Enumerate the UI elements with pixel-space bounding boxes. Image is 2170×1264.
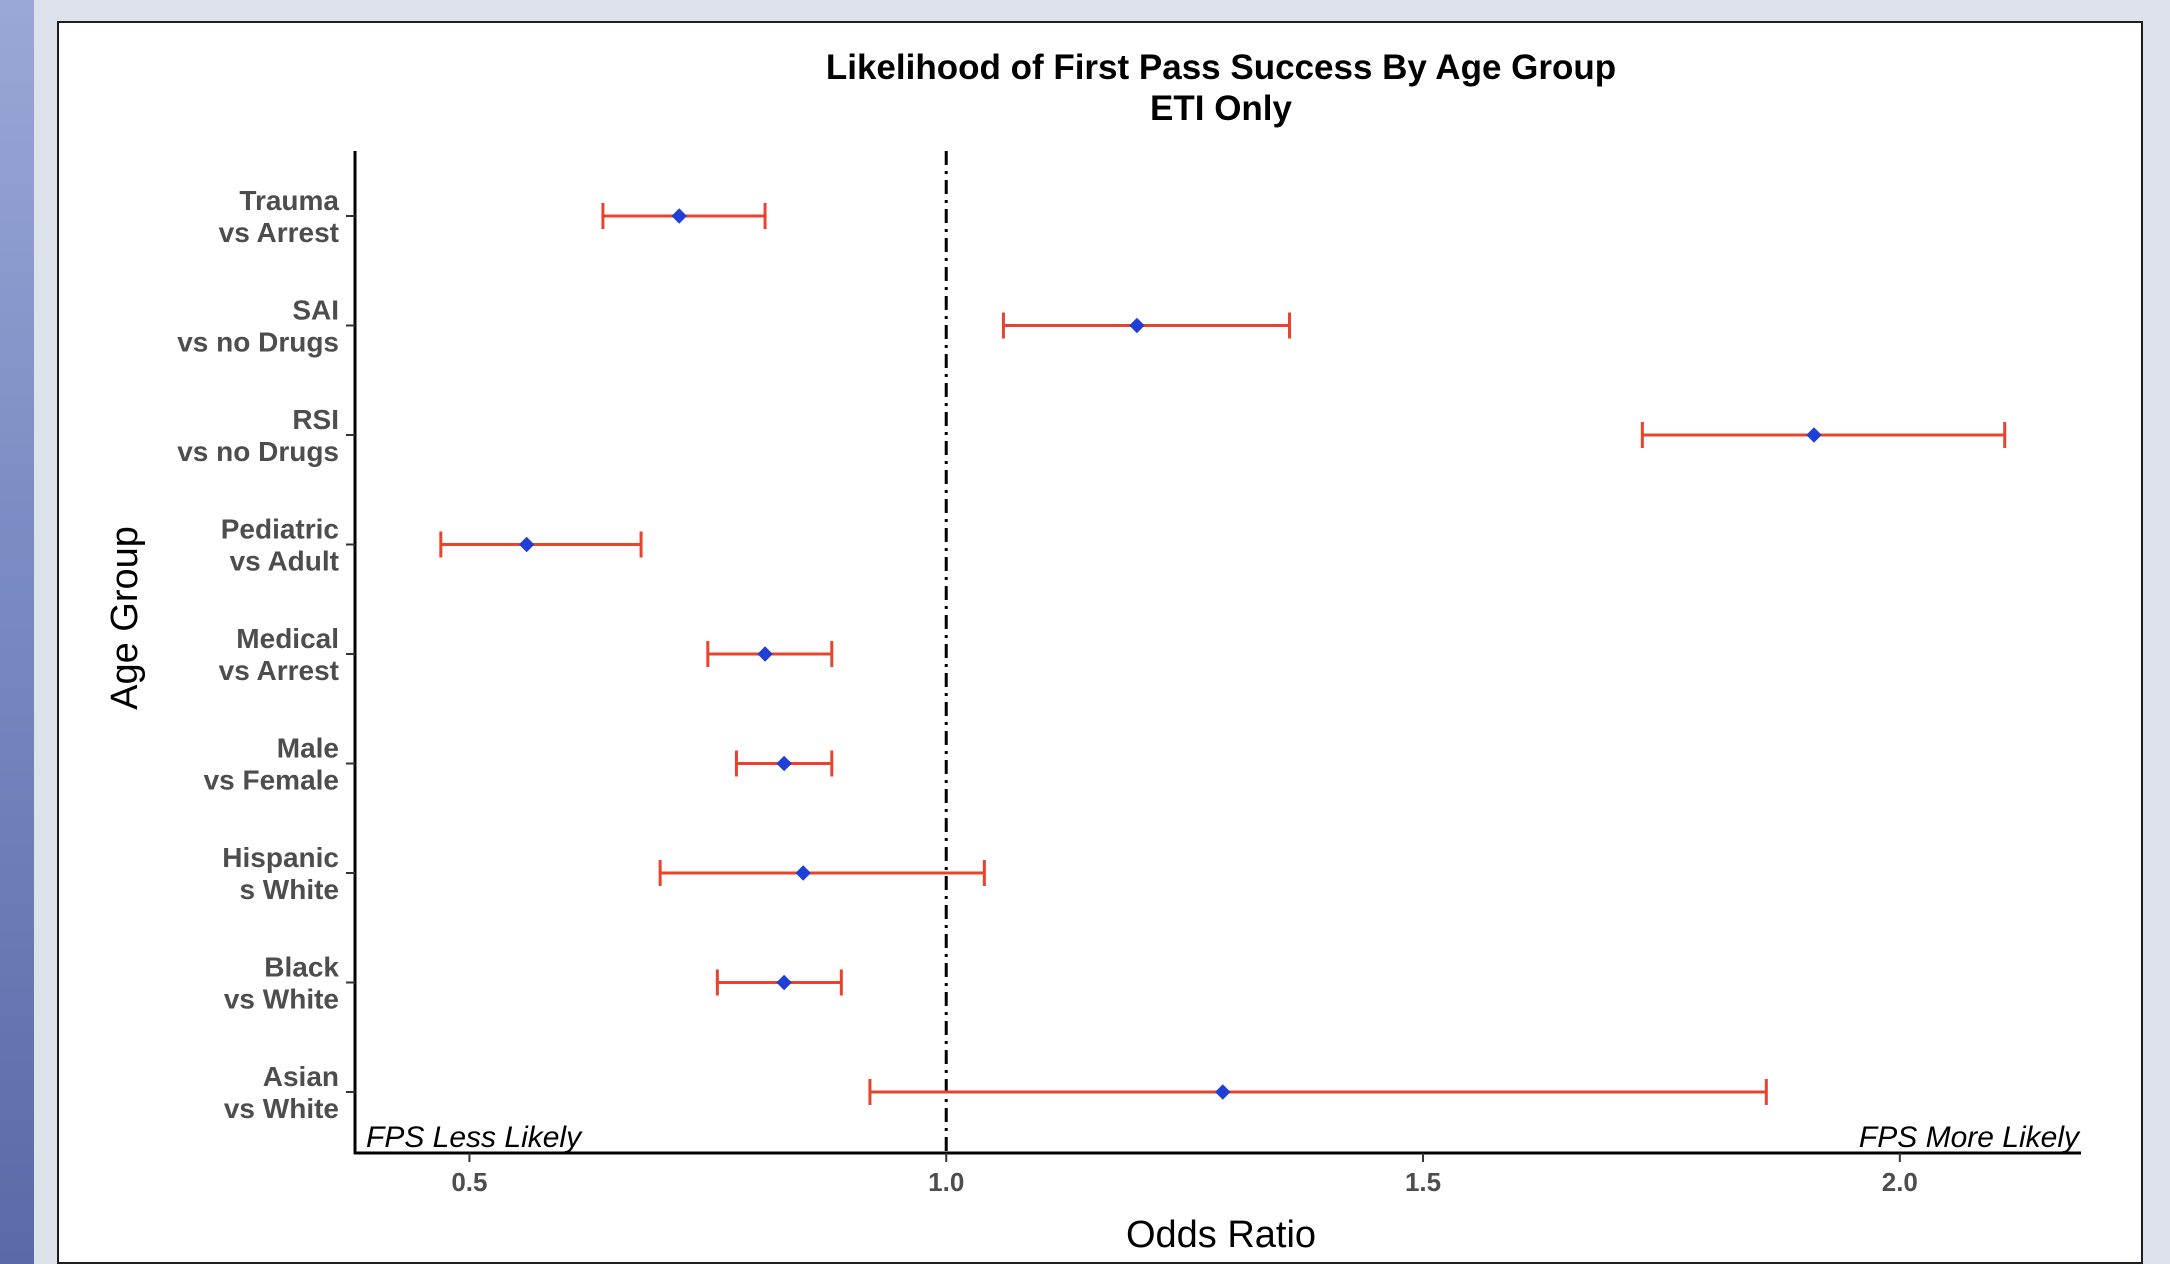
chart-panel: Likelihood of First Pass Success By Age … <box>57 21 2143 1264</box>
point-estimate <box>776 755 792 772</box>
row-label-line1: Pediatric <box>221 514 339 545</box>
row-label-line2: vs no Drugs <box>177 436 339 467</box>
y-axis-title: Age Group <box>104 526 146 710</box>
x-tick-label: 2.0 <box>1882 1167 1918 1197</box>
row-label-line1: Male <box>277 733 339 764</box>
row-label-line2: vs Arrest <box>219 655 339 686</box>
row-label-line1: Trauma <box>239 185 339 216</box>
point-estimate <box>518 536 535 553</box>
row-label-line2: vs White <box>224 984 339 1015</box>
point-estimate <box>776 974 792 991</box>
point-estimate <box>671 208 687 224</box>
row-label-line1: Asian <box>263 1061 339 1092</box>
point-estimate <box>795 865 811 881</box>
left-edge-strip <box>0 0 34 1264</box>
row-label-line2: vs Adult <box>230 546 339 577</box>
point-estimate <box>1806 427 1822 443</box>
row-label-line2: vs no Drugs <box>177 327 339 358</box>
x-tick-label: 1.5 <box>1405 1167 1441 1197</box>
annotation-less-likely: FPS Less Likely <box>366 1121 583 1154</box>
chart-title: Likelihood of First Pass Success By Age … <box>826 48 1616 87</box>
x-tick-label: 0.5 <box>451 1167 487 1197</box>
point-estimate <box>1129 317 1145 334</box>
row-label-line1: Black <box>264 952 339 983</box>
forest-plot: Likelihood of First Pass Success By Age … <box>104 48 2081 1256</box>
row-label-line1: Hispanic <box>222 842 339 873</box>
row-label-line1: Medical <box>236 623 339 654</box>
row-label-line1: SAI <box>292 295 339 326</box>
row-label-line2: vs White <box>224 1093 339 1124</box>
point-estimate <box>1215 1084 1231 1100</box>
row-label-line1: RSI <box>292 404 339 435</box>
chart-subtitle: ETI Only <box>1150 89 1293 128</box>
row-label-line2: vs Female <box>204 765 339 796</box>
row-label-line2: vs Arrest <box>219 217 339 248</box>
annotation-more-likely: FPS More Likely <box>1859 1121 2081 1154</box>
point-estimate <box>757 646 773 662</box>
x-axis-title: Odds Ratio <box>1126 1214 1316 1256</box>
x-tick-label: 1.0 <box>928 1167 964 1197</box>
row-label-line2: s White <box>239 874 339 905</box>
